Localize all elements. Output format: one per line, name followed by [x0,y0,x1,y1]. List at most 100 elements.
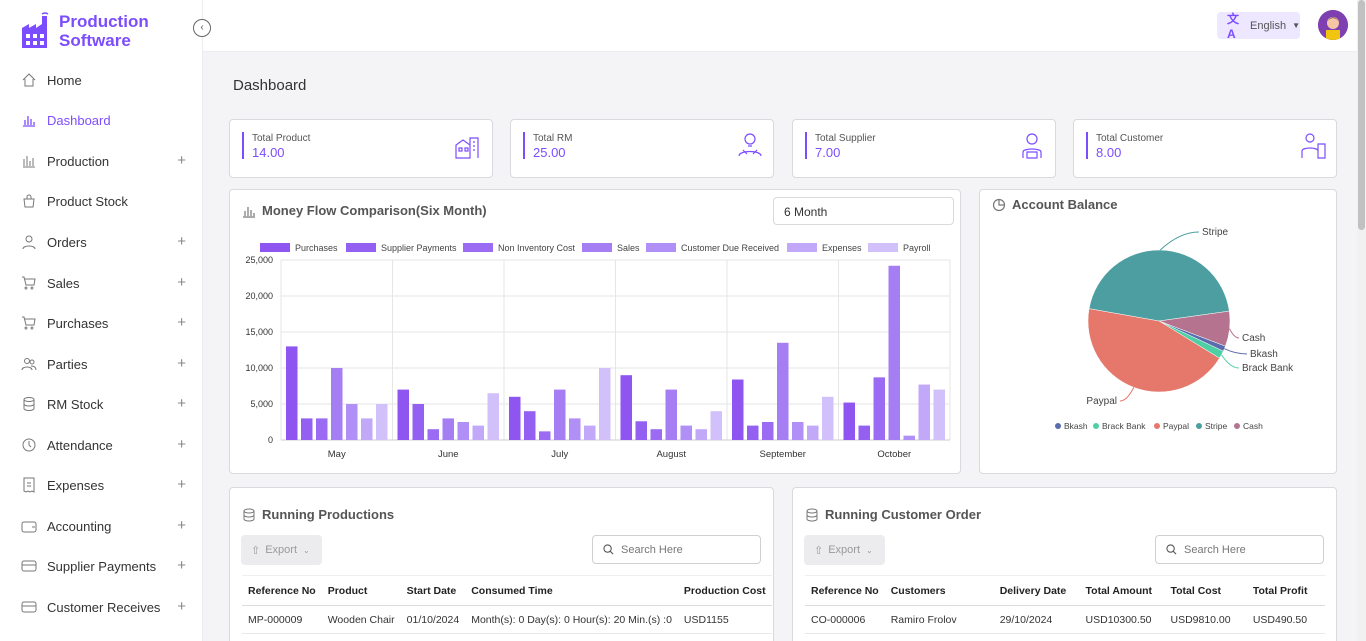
sidebar-item-home[interactable]: Home [0,63,203,97]
expand-plus-icon[interactable]: + [177,517,186,534]
page-scrollbar[interactable] [1357,0,1366,641]
money-flow-panel: Money Flow Comparison(Six Month) 6 Month… [229,189,961,474]
money-flow-chart: Purchases Supplier Payments Non Inventory … [245,243,951,460]
pie-callout-label: Stripe [1202,227,1229,238]
column-header[interactable]: Reference No [242,575,322,606]
brand-logo[interactable]: Production Software [20,12,149,50]
customer-icon [1301,133,1326,159]
sidebar-item-label: Parties [47,356,88,372]
sidebar-item-label: Sales [47,275,80,291]
x-tick-label: July [551,449,568,460]
account-balance-chart: Stripe Cash Bkash Brack Bank Paypal Bkash Brac… [1055,227,1294,431]
x-tick-label: September [760,449,806,460]
expand-plus-icon[interactable]: + [177,274,186,291]
stat-card-total-supplier: Total Supplier 7.00 [792,119,1056,178]
translate-icon: 文A [1227,12,1240,41]
legend-label: Sales [617,243,640,253]
expand-plus-icon[interactable]: + [177,598,186,615]
export-button[interactable]: ⇧ Export ⌄ [241,535,322,565]
sidebar-item-label: Production [47,153,110,169]
export-button[interactable]: ⇧ Export ⌄ [804,535,885,565]
bag-icon [21,193,37,209]
legend-label: Expenses [822,243,862,253]
expand-plus-icon[interactable]: + [177,476,186,493]
sidebar-item-customer-receives[interactable]: Customer Receives + [0,590,203,624]
legend-swatch [346,243,376,252]
column-header[interactable]: Consumed Time [465,575,678,606]
column-header[interactable]: Product [321,575,401,606]
expand-plus-icon[interactable]: + [177,152,186,169]
sidebar-item-label: Supplier Payments [47,558,157,574]
brand-line2: Software [59,31,131,50]
bar-non-inventory-cost [650,429,662,440]
search-placeholder: Search Here [621,543,683,556]
legend-swatch [582,243,612,252]
bar-customer-due-received [903,435,915,440]
column-header[interactable]: Production Cost [677,575,772,606]
expand-plus-icon[interactable]: + [177,355,186,372]
column-header[interactable]: Start Date [400,575,466,606]
sidebar-item-parties[interactable]: Parties + [0,347,203,381]
sidebar-item-dashboard[interactable]: Dashboard [0,103,203,137]
column-header[interactable]: Total Amount [1079,575,1165,606]
column-header[interactable]: Reference No [805,575,885,606]
table-row[interactable]: CO-000006 Ramiro Frolov 29/10/2024 USD10300… [805,605,1325,634]
sidebar-item-product-stock[interactable]: Product Stock [0,184,203,218]
running-orders-panel: Running Customer Order ⇧ Export ⌄ Search… [792,487,1337,641]
avatar[interactable] [1318,10,1348,40]
sidebar-item-expenses[interactable]: Expenses + [0,468,203,502]
bar-non-inventory-cost [873,377,885,440]
sidebar-item-supplier-payments[interactable]: Supplier Payments + [0,549,203,583]
expand-plus-icon[interactable]: + [177,395,186,412]
sidebar-item-production[interactable]: Production + [0,144,203,178]
receipt-icon [21,477,37,493]
pie-callout-label: Paypal [1086,396,1117,407]
legend-label: Non Inventory Cost [498,243,576,253]
sidebar-item-purchases[interactable]: Purchases + [0,306,203,340]
period-select[interactable]: 6 Month [773,197,954,225]
account-balance-panel: Account Balance Stripe Cash Bkash Brack Ban… [979,189,1337,474]
money-flow-title: Money Flow Comparison(Six Month) [242,203,487,218]
stat-label: Total RM [533,133,573,144]
sidebar-item-orders[interactable]: Orders + [0,225,203,259]
expand-plus-icon[interactable]: + [177,436,186,453]
callout-line [1224,348,1248,355]
expand-plus-icon[interactable]: + [177,557,186,574]
column-header[interactable]: Total Profit [1246,575,1325,606]
money-flow-title-text: Money Flow Comparison(Six Month) [262,203,487,218]
expand-plus-icon[interactable]: + [177,314,186,331]
sidebar-item-accounting[interactable]: Accounting + [0,509,203,543]
column-header[interactable]: Total Cost [1164,575,1247,606]
column-header[interactable]: Customers [884,575,994,606]
table-row[interactable]: MP-000009 Wooden Chair 01/10/2024 Month(s):… [242,605,772,634]
table-cell: USD10300.50 [1079,605,1165,634]
sidebar-item-rm-stock[interactable]: RM Stock + [0,387,203,421]
legend-label: Payroll [903,243,931,253]
search-input[interactable]: Search Here [1155,535,1324,564]
y-tick-label: 20,000 [245,291,273,301]
search-input[interactable]: Search Here [592,535,761,564]
sidebar-item-label: Orders [47,234,87,250]
column-header[interactable]: Delivery Date [993,575,1080,606]
language-selector[interactable]: 文A English ▼ [1217,12,1300,41]
expand-plus-icon[interactable]: + [177,233,186,250]
y-tick-label: 0 [268,435,273,445]
export-icon: ⇧ [251,544,261,557]
bar-supplier-payments [635,421,647,440]
stat-label: Total Product [252,133,311,144]
stat-value: 25.00 [533,145,566,160]
sidebar-item-sales[interactable]: Sales + [0,266,203,300]
stat-label: Total Supplier [815,133,876,144]
bar-supplier-payments [301,418,313,440]
database-icon [21,396,37,412]
cart-icon [21,315,37,331]
bar-expenses [695,429,707,440]
sidebar-item-attendance[interactable]: Attendance + [0,428,203,462]
sidebar-item-label: Purchases [47,315,109,331]
scrollbar-thumb[interactable] [1358,0,1365,230]
bar-expenses [807,425,819,440]
bar-expenses [584,425,596,440]
bar-purchases [397,389,409,440]
collapse-sidebar-button[interactable]: ‹ [193,19,211,37]
pie-legend-dot [1055,423,1061,429]
